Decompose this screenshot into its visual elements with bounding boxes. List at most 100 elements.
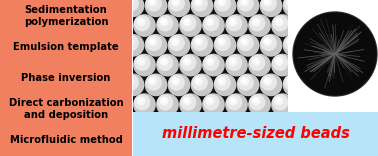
Circle shape (219, 39, 223, 43)
Circle shape (250, 55, 265, 70)
Circle shape (183, 18, 191, 26)
Circle shape (227, 16, 242, 31)
Circle shape (218, 78, 225, 85)
Circle shape (174, 39, 177, 43)
Circle shape (284, 36, 299, 51)
Circle shape (123, 0, 138, 11)
Circle shape (158, 16, 173, 31)
Circle shape (254, 99, 257, 102)
Circle shape (249, 15, 270, 36)
Circle shape (206, 97, 214, 105)
Circle shape (127, 39, 130, 43)
Circle shape (273, 95, 288, 110)
Circle shape (149, 0, 156, 6)
Circle shape (261, 0, 276, 11)
Circle shape (203, 94, 224, 115)
Circle shape (168, 0, 190, 16)
Circle shape (242, 79, 246, 82)
Text: Microfluidic method: Microfluidic method (9, 135, 122, 145)
Circle shape (284, 75, 299, 90)
Circle shape (242, 0, 246, 3)
Circle shape (229, 58, 237, 65)
Text: Sedimentation
polymerization: Sedimentation polymerization (24, 5, 108, 27)
Circle shape (227, 95, 242, 110)
Circle shape (214, 0, 236, 16)
Circle shape (134, 54, 155, 76)
Circle shape (196, 39, 200, 43)
Circle shape (122, 74, 144, 96)
Circle shape (145, 0, 167, 16)
Circle shape (162, 59, 165, 62)
Circle shape (149, 38, 156, 45)
Circle shape (135, 95, 150, 110)
Circle shape (273, 55, 288, 70)
Circle shape (139, 59, 142, 62)
Circle shape (215, 36, 230, 51)
Circle shape (180, 54, 201, 76)
Circle shape (150, 39, 153, 43)
Circle shape (192, 75, 207, 90)
Circle shape (226, 94, 247, 115)
Circle shape (160, 18, 168, 26)
Circle shape (191, 74, 213, 96)
Circle shape (253, 18, 260, 26)
Circle shape (195, 0, 202, 6)
Circle shape (137, 58, 145, 65)
Circle shape (231, 20, 234, 23)
Circle shape (287, 38, 294, 45)
Circle shape (196, 79, 200, 82)
Circle shape (139, 99, 142, 102)
Circle shape (168, 74, 190, 96)
Circle shape (162, 20, 165, 23)
Circle shape (181, 16, 196, 31)
Circle shape (226, 54, 247, 76)
Circle shape (122, 35, 144, 56)
Circle shape (283, 35, 305, 56)
Circle shape (192, 0, 207, 11)
Circle shape (253, 97, 260, 105)
Circle shape (219, 79, 223, 82)
Circle shape (180, 15, 201, 36)
Circle shape (229, 18, 237, 26)
Circle shape (242, 39, 246, 43)
Circle shape (260, 0, 282, 16)
Circle shape (149, 78, 156, 85)
Circle shape (196, 0, 200, 3)
Circle shape (206, 18, 214, 26)
Circle shape (277, 99, 280, 102)
Circle shape (195, 38, 202, 45)
Circle shape (275, 18, 283, 26)
Circle shape (123, 75, 138, 90)
FancyBboxPatch shape (3, 33, 129, 62)
Circle shape (238, 36, 253, 51)
Circle shape (275, 97, 283, 105)
Bar (0, 0, 132, 156)
Circle shape (203, 15, 224, 36)
Circle shape (249, 94, 270, 115)
Circle shape (162, 99, 165, 102)
Circle shape (204, 95, 219, 110)
Bar (133, 112, 378, 156)
Circle shape (265, 0, 269, 3)
Circle shape (288, 39, 291, 43)
Circle shape (174, 79, 177, 82)
Circle shape (250, 95, 265, 110)
Circle shape (146, 0, 161, 11)
Circle shape (238, 75, 253, 90)
Circle shape (122, 0, 144, 16)
Circle shape (250, 16, 265, 31)
Circle shape (226, 15, 247, 36)
Circle shape (241, 38, 248, 45)
Circle shape (168, 35, 190, 56)
Circle shape (204, 55, 219, 70)
Circle shape (214, 74, 236, 96)
Circle shape (160, 97, 168, 105)
Circle shape (237, 0, 259, 16)
Circle shape (127, 0, 130, 3)
Circle shape (185, 99, 188, 102)
Circle shape (264, 0, 271, 6)
Circle shape (183, 58, 191, 65)
Circle shape (206, 58, 214, 65)
Circle shape (126, 78, 133, 85)
Bar (292, 2, 378, 110)
